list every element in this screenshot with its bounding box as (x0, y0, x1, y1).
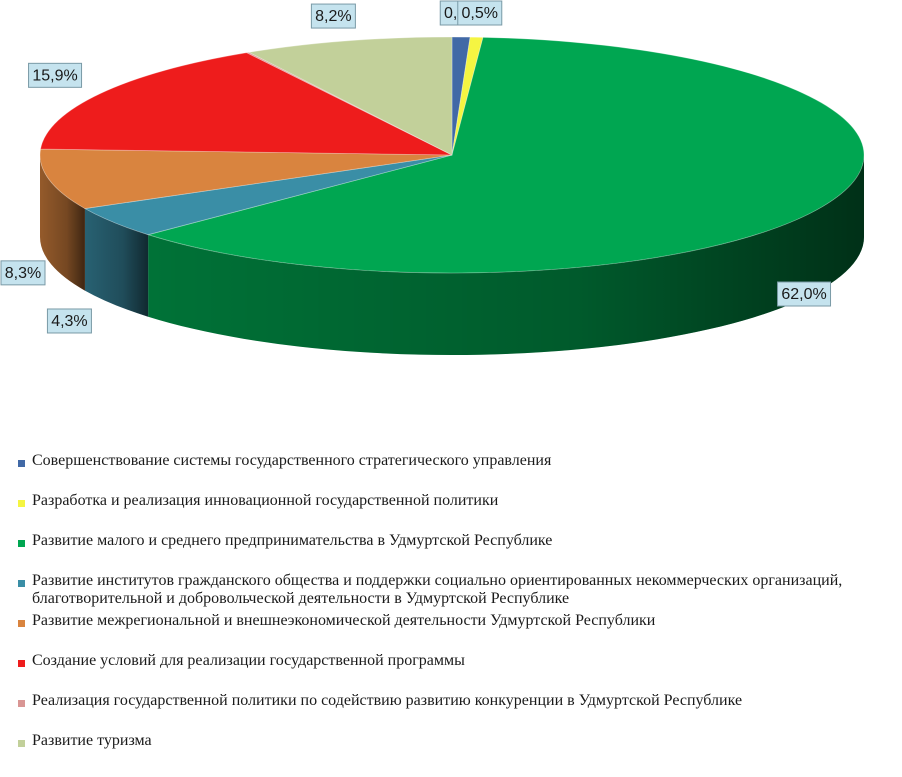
chart-legend: Совершенствование системы государственно… (18, 452, 898, 772)
data-label-box (457, 0, 503, 26)
legend-swatch (18, 660, 25, 667)
data-label-box (777, 281, 832, 307)
legend-item: Развитие малого и среднего предпринимате… (18, 532, 898, 572)
legend-swatch (18, 700, 25, 707)
pie-slice-side-shade (148, 155, 864, 355)
legend-label: Развитие институтов гражданского обществ… (32, 572, 843, 607)
legend-item: Реализация государственной политики по с… (18, 692, 898, 732)
pie-slice (39, 148, 453, 209)
legend-item: Разработка и реализация инновационной го… (18, 492, 898, 532)
legend-swatch (18, 740, 25, 747)
pie-slice (451, 36, 471, 156)
legend-swatch (18, 500, 25, 507)
data-label: 8,2% (315, 8, 351, 25)
pie-slice (451, 36, 484, 156)
legend-item: Создание условий для реализации государс… (18, 652, 898, 692)
legend-item: Развитие туризма (18, 732, 898, 772)
legend-item: Развитие институтов гражданского обществ… (18, 572, 898, 612)
pie-slice (245, 51, 453, 156)
pie-chart: 0,7%0,5%62,0%4,3%8,3%15,9%8,2% (0, 0, 865, 355)
legend-label: Реализация государственной политики по с… (32, 692, 743, 709)
legend-label: Развитие межрегиональной и внешнеэкономи… (32, 612, 656, 629)
pie-slice (83, 154, 453, 236)
legend-swatch (18, 580, 25, 587)
data-label: 15,9% (32, 67, 77, 84)
legend-swatch (18, 540, 25, 547)
pie-slice (146, 36, 865, 274)
data-label-box (46, 308, 92, 334)
data-label-box (28, 62, 83, 88)
pie-slice (40, 52, 453, 156)
data-label: 0,5% (462, 5, 498, 22)
pie-slice-side-shade (84, 208, 149, 317)
data-label: 8,3% (5, 265, 41, 282)
legend-item: Совершенствование системы государственно… (18, 452, 898, 492)
data-label: 62,0% (781, 286, 826, 303)
data-label-box (0, 260, 46, 286)
legend-label: Развитие туризма (32, 732, 152, 749)
data-label-box (310, 3, 356, 29)
legend-label: Развитие малого и среднего предпринимате… (32, 532, 553, 549)
legend-swatch (18, 620, 25, 627)
pie-slice (247, 36, 453, 156)
data-label: 4,3% (51, 313, 87, 330)
legend-label: Разработка и реализация инновационной го… (32, 492, 499, 509)
legend-swatch (18, 460, 25, 467)
pie-slice-side-shade (40, 155, 85, 291)
legend-label: Создание условий для реализации государс… (32, 652, 465, 669)
legend-item: Развитие межрегиональной и внешнеэкономи… (18, 612, 898, 652)
legend-label: Совершенствование системы государственно… (32, 452, 552, 469)
